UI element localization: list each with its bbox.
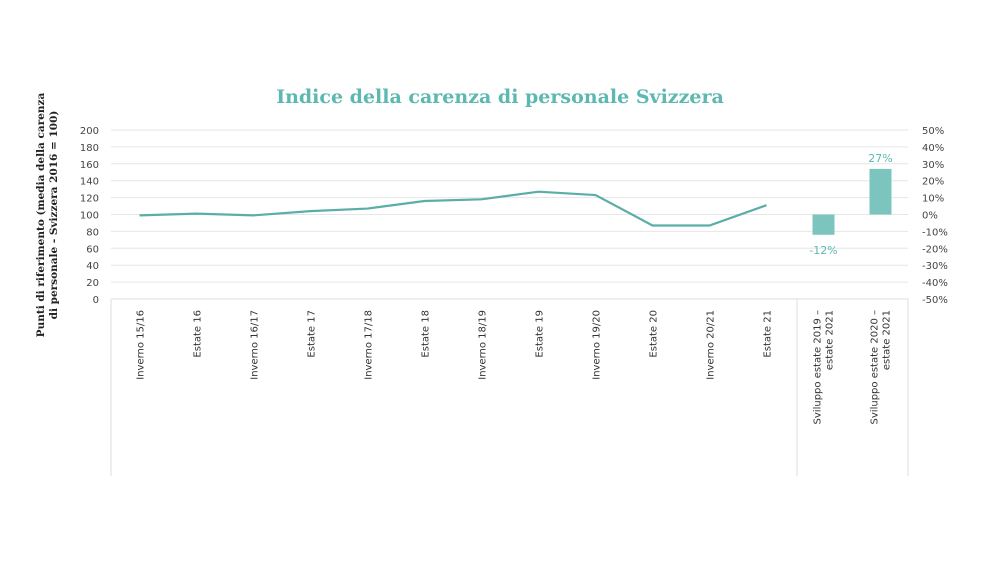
y2-tick-label: -40% [922, 278, 948, 289]
chart-title: Indice della carenza di personale Svizze… [276, 86, 724, 108]
line-series [139, 190, 767, 227]
y-tick-label: 0 [93, 295, 99, 306]
x-tick-label: estate 2021 [882, 310, 893, 370]
y2-tick-label: 50% [922, 126, 944, 137]
x-tick-label: Inverno 15/16 [136, 310, 147, 380]
y-tick-label: 180 [80, 143, 99, 154]
y2-tick-label: 30% [922, 160, 944, 171]
x-tick-label: Estate 21 [763, 310, 774, 358]
x-tick-label: Inverno 17/18 [364, 310, 375, 380]
y2-tick-label: 10% [922, 194, 944, 205]
x-tick-label: Estate 17 [307, 310, 318, 358]
x-tick-label: Inverno 20/21 [706, 310, 717, 380]
x-tick-label: Estate 18 [421, 310, 432, 358]
bar [812, 214, 835, 235]
x-tick-label: Sviluppo estate 2020 – [870, 310, 881, 424]
bar-data-label: 27% [868, 152, 892, 165]
x-tick-label: Sviluppo estate 2019 – [813, 310, 824, 424]
y2-tick-label: 40% [922, 143, 944, 154]
y2-tick-label: -50% [922, 295, 948, 306]
y-tick-label: 140 [80, 177, 99, 188]
y-tick-label: 80 [86, 227, 99, 238]
y-tick-label: 160 [80, 160, 99, 171]
x-tick-label: Estate 16 [193, 310, 204, 358]
x-tick-label: Inverno 19/20 [592, 310, 603, 380]
y-tick-label: 40 [86, 261, 99, 272]
y2-tick-label: 0% [922, 211, 938, 222]
y-tick-label: 200 [80, 126, 99, 137]
x-tick-label: Estate 19 [535, 310, 546, 358]
y-tick-label: 60 [86, 244, 99, 255]
y2-tick-label: 20% [922, 177, 944, 188]
y-tick-label: 120 [80, 194, 99, 205]
y-tick-label: 100 [80, 211, 99, 222]
bar-data-label: -12% [809, 244, 837, 257]
y2-tick-label: -20% [922, 244, 948, 255]
y2-tick-label: -10% [922, 227, 948, 238]
x-tick-label: Inverno 18/19 [478, 310, 489, 380]
y2-tick-label: -30% [922, 261, 948, 272]
x-tick-label: Inverno 16/17 [250, 310, 261, 380]
y-tick-label: 20 [86, 278, 99, 289]
bar [869, 168, 892, 215]
x-tick-label: estate 2021 [825, 310, 836, 370]
x-tick-label: Estate 20 [649, 310, 660, 358]
